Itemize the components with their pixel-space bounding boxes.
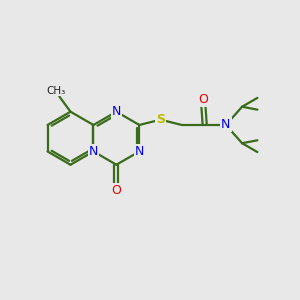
Text: O: O xyxy=(198,93,208,106)
Text: S: S xyxy=(156,113,165,126)
Text: N: N xyxy=(89,145,98,158)
Text: N: N xyxy=(112,105,121,118)
Text: O: O xyxy=(112,184,121,197)
Text: N: N xyxy=(221,118,231,131)
Text: CH₃: CH₃ xyxy=(46,85,65,95)
Text: N: N xyxy=(135,145,144,158)
